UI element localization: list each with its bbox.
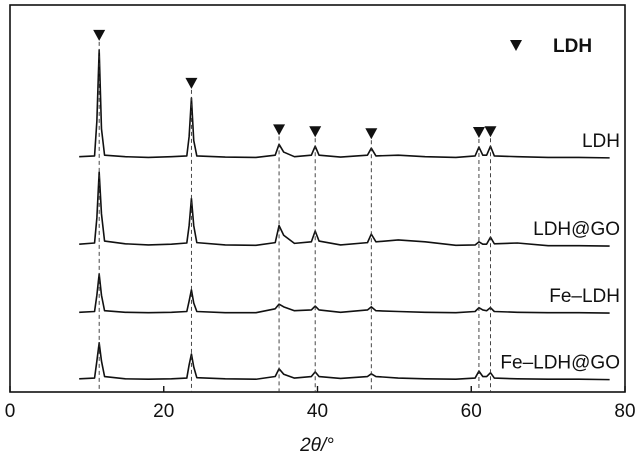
peak-marker [93, 29, 106, 41]
legend-symbol [510, 40, 522, 51]
x-axis-label: 2θ/° [299, 435, 334, 456]
series-label: Fe–LDH [549, 286, 620, 307]
peak-marker [185, 77, 198, 89]
plot-frame [9, 4, 626, 393]
legend-label: LDH [553, 36, 592, 57]
peak-marker [309, 126, 322, 138]
xrd-trace [79, 49, 610, 159]
peak-marker [365, 128, 378, 140]
series-label: Fe–LDH@GO [500, 353, 620, 374]
peak-marker [484, 126, 497, 138]
peak-marker [472, 127, 485, 139]
series-label: LDH [582, 131, 620, 152]
x-tick-label: 20 [153, 401, 174, 422]
peak-marker [273, 124, 286, 136]
xrd-trace [79, 171, 610, 247]
series-label: LDH@GO [533, 219, 620, 240]
xrd-trace [79, 273, 610, 314]
x-tick-label: 40 [307, 401, 328, 422]
x-tick-label: 80 [614, 401, 635, 422]
x-tick-label: 60 [461, 401, 482, 422]
xrd-trace [79, 342, 610, 381]
x-tick-label: 0 [5, 401, 16, 422]
